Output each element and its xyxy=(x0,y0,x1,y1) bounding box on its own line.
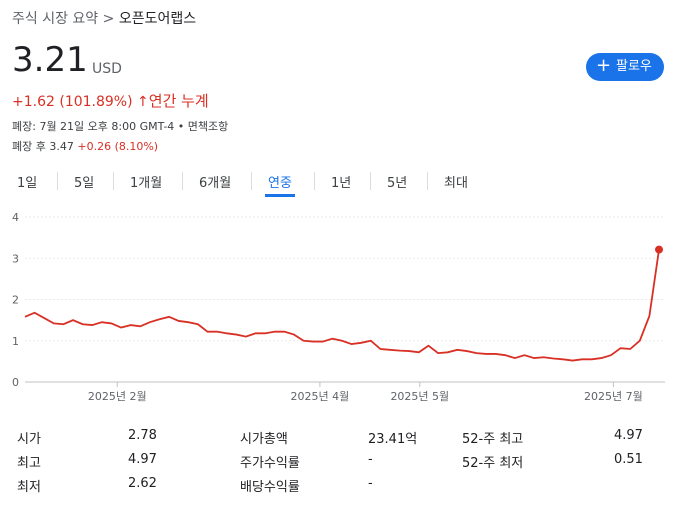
change: +1.62 (101.89%) xyxy=(12,94,133,110)
y-tick-label: 2 xyxy=(12,294,19,307)
tab-divider xyxy=(182,172,183,190)
close-row: 폐장: 7월 21일 오후 8:00 GMT-4 • 면책조항 xyxy=(12,118,228,134)
plus-icon: + xyxy=(596,55,612,76)
stat-value: 4.97 xyxy=(614,428,643,443)
tab[interactable]: 1년 xyxy=(331,176,352,191)
x-tick-label: 2025년 4월 xyxy=(291,390,350,403)
y-tick-label: 0 xyxy=(12,376,19,389)
change-row: +1.62 (101.89%) ↑연간 누계 xyxy=(12,90,209,111)
after-hours: 폐장 후 3.47 xyxy=(12,140,74,153)
stat-label: 52-주 최저 xyxy=(462,456,524,471)
breadcrumb-current: 오픈도어랩스 xyxy=(118,11,197,27)
breadcrumb: 주식 시장 요약 > 오픈도어랩스 xyxy=(12,8,196,28)
follow-button[interactable]: + 팔로우 xyxy=(586,53,664,81)
currency: USD xyxy=(92,61,122,77)
tab[interactable]: 최대 xyxy=(444,176,468,191)
change-period: 연간 누계 xyxy=(148,92,209,110)
stat-label: 배당수익률 xyxy=(240,480,300,495)
tab-divider xyxy=(314,172,315,190)
breadcrumb-parent[interactable]: 주식 시장 요약 xyxy=(12,11,99,27)
tab-divider xyxy=(57,172,58,190)
stat-label: 주가수익률 xyxy=(240,456,300,471)
stat-label: 최고 xyxy=(17,456,41,471)
tab-divider xyxy=(370,172,371,190)
stat-value: 4.97 xyxy=(128,452,157,467)
y-tick-label: 3 xyxy=(12,252,19,265)
stat-label: 시가총액 xyxy=(240,432,288,447)
tab-divider xyxy=(113,172,114,190)
up-arrow: ↑ xyxy=(137,94,149,110)
tab[interactable]: 1일 xyxy=(17,176,38,191)
tab[interactable]: 5년 xyxy=(387,176,408,191)
stat-value: 2.62 xyxy=(128,476,157,491)
follow-label: 팔로우 xyxy=(616,59,652,74)
price-line xyxy=(24,249,660,362)
stat-value: - xyxy=(368,452,373,467)
tab[interactable]: 5일 xyxy=(74,176,95,191)
stat-value: 2.78 xyxy=(128,428,157,443)
tab[interactable]: 연중 xyxy=(265,172,295,197)
x-tick-label: 2025년 2월 xyxy=(88,390,147,403)
y-tick-label: 4 xyxy=(12,211,19,224)
stat-value: 0.51 xyxy=(614,452,643,467)
after-hours-row: 폐장 후 3.47 +0.26 (8.10%) xyxy=(12,138,158,154)
stat-label: 시가 xyxy=(17,432,41,447)
after-hours-change: +0.26 (8.10%) xyxy=(77,140,159,153)
stat-label: 최저 xyxy=(17,480,41,495)
breadcrumb-separator: > xyxy=(102,11,115,27)
tab[interactable]: 6개월 xyxy=(199,176,232,191)
x-tick-label: 2025년 7월 xyxy=(584,390,643,403)
chart: 0 1 2 3 4 2025년 2월 2025년 4월 2025년 5월 2025년 7월 xyxy=(12,211,665,403)
tab[interactable]: 1개월 xyxy=(130,176,163,191)
stat-value: 23.41억 xyxy=(368,432,418,447)
x-tick-label: 2025년 5월 xyxy=(390,390,449,403)
tab-divider xyxy=(427,172,428,190)
stat-label: 52-주 최고 xyxy=(462,432,524,447)
last-point xyxy=(655,245,663,254)
stat-value: - xyxy=(368,476,373,491)
close-info: 폐장: 7월 21일 오후 8:00 GMT-4 • xyxy=(12,120,185,133)
tab-divider xyxy=(251,172,252,190)
y-tick-label: 1 xyxy=(12,335,19,348)
price: 3.21 xyxy=(12,40,88,80)
disclaimer-link[interactable]: 면책조항 xyxy=(187,120,229,133)
